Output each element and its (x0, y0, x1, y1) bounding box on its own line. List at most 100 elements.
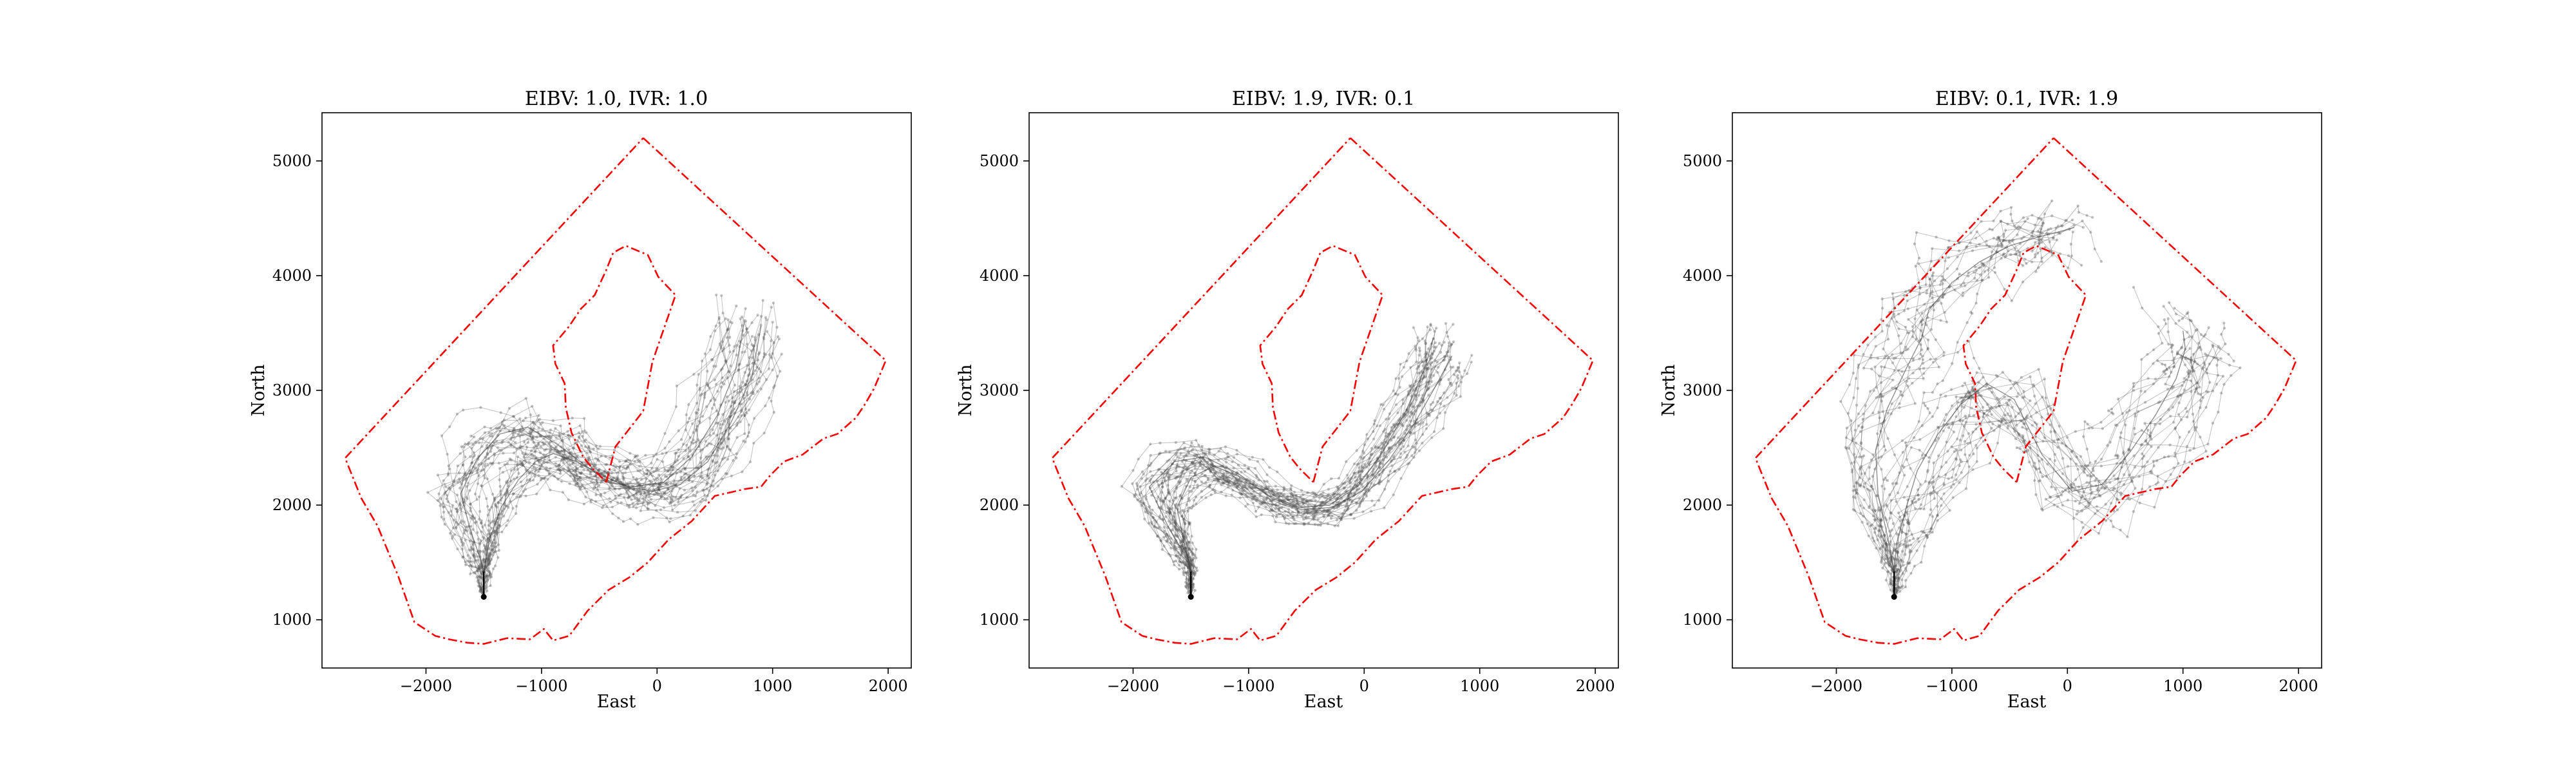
trajectory-waypoint (748, 373, 751, 376)
trajectory-waypoint (541, 441, 544, 444)
trajectory-waypoint (659, 496, 663, 499)
trajectory-waypoint (674, 460, 677, 464)
trajectory-waypoint (2140, 428, 2143, 432)
trajectory-waypoint (1374, 444, 1377, 448)
trajectory-waypoint (1856, 386, 1859, 390)
trajectory-waypoint (1927, 460, 1931, 463)
trajectory-waypoint (600, 479, 603, 482)
trajectory-waypoint (703, 352, 707, 356)
trajectory-waypoint (594, 479, 598, 482)
trajectory-waypoint (1975, 230, 1979, 233)
trajectory-waypoint (2134, 412, 2137, 415)
trajectory-waypoint (1388, 412, 1392, 415)
trajectory-waypoint (2169, 414, 2172, 418)
trajectory-waypoint (739, 420, 742, 424)
trajectory-waypoint (1975, 371, 1978, 374)
trajectory-waypoint (2013, 430, 2016, 433)
trajectory-waypoint (719, 368, 723, 372)
x-tick-label: 0 (652, 677, 662, 695)
trajectory-waypoint (636, 497, 639, 500)
trajectory-waypoint (1185, 503, 1188, 506)
trajectory-waypoint (548, 450, 552, 453)
trajectory-waypoint (1174, 441, 1178, 444)
trajectory-waypoint (2095, 477, 2098, 481)
trajectory-waypoint (1931, 515, 1935, 519)
trajectory-waypoint (2116, 454, 2120, 458)
trajectory-waypoint (517, 472, 520, 475)
trajectory-waypoint (466, 530, 469, 533)
trajectory-waypoint (714, 365, 717, 368)
trajectory-waypoint (462, 476, 465, 479)
trajectory-waypoint (1944, 473, 1947, 477)
trajectory-waypoint (1991, 390, 1994, 394)
trajectory-waypoint (672, 466, 675, 469)
trajectory-waypoint (532, 472, 535, 475)
trajectory-waypoint (2016, 233, 2019, 236)
trajectory-waypoint (1438, 341, 1441, 345)
trajectory-waypoint (1413, 446, 1416, 449)
trajectory-waypoint (516, 455, 519, 459)
trajectory-waypoint (486, 505, 489, 508)
trajectory-waypoint (497, 461, 500, 465)
trajectory-waypoint (520, 462, 524, 466)
trajectory-waypoint (741, 470, 744, 473)
trajectory-waypoint (2040, 508, 2043, 511)
trajectory-waypoint (1893, 557, 1896, 560)
trajectory-waypoint (600, 454, 603, 458)
trajectory-waypoint (727, 399, 730, 403)
trajectory-waypoint (1902, 564, 1905, 567)
trajectory-waypoint (1891, 551, 1894, 555)
trajectory-waypoint (1859, 466, 1862, 470)
trajectory-waypoint (2197, 346, 2201, 349)
trajectory-waypoint (1967, 271, 1970, 274)
trajectory-waypoint (603, 469, 607, 473)
trajectory-waypoint (2112, 525, 2115, 528)
trajectory-waypoint (638, 464, 641, 468)
trajectory-waypoint (1992, 236, 1996, 240)
trajectory-waypoint (1993, 266, 1996, 269)
trajectory-waypoint (1195, 502, 1198, 506)
trajectory-waypoint (672, 479, 676, 482)
trajectory-waypoint (2058, 425, 2061, 428)
trajectory-waypoint (1969, 397, 1973, 401)
trajectory-waypoint (2007, 399, 2011, 402)
trajectory-waypoint (764, 353, 767, 356)
trajectory-waypoint (696, 490, 699, 493)
trajectory-waypoint (2029, 375, 2032, 378)
trajectory-waypoint (2086, 423, 2089, 426)
trajectory-waypoint (556, 464, 560, 467)
trajectory-waypoint (1877, 506, 1880, 510)
trajectory-waypoint (674, 452, 677, 455)
trajectory-waypoint (2047, 405, 2050, 408)
trajectory-waypoint (674, 405, 678, 408)
trajectory-waypoint (2150, 437, 2153, 441)
trajectory-waypoint (1937, 475, 1940, 478)
trajectory-waypoint (489, 450, 493, 453)
trajectory-waypoint (497, 501, 500, 504)
trajectory-waypoint (484, 581, 488, 584)
trajectory-waypoint (1180, 460, 1184, 463)
trajectory-waypoint (475, 469, 478, 473)
trajectory-waypoint (1953, 450, 1956, 453)
trajectory-waypoint (636, 502, 639, 506)
trajectory-waypoint (1903, 473, 1906, 477)
trajectory-waypoint (1905, 458, 1909, 461)
trajectory-waypoint (2170, 350, 2174, 354)
trajectory-waypoint (1208, 448, 1211, 451)
trajectory-waypoint (489, 573, 493, 576)
trajectory-waypoint (480, 462, 483, 465)
trajectory-waypoint (750, 343, 753, 347)
trajectory-waypoint (1248, 458, 1251, 461)
trajectory-waypoint (1458, 361, 1461, 365)
trajectory-waypoint (1267, 490, 1271, 493)
trajectory-waypoint (577, 484, 580, 488)
trajectory-waypoint (603, 470, 606, 473)
trajectory-waypoint (1159, 539, 1162, 542)
trajectory-waypoint (1947, 477, 1950, 481)
trajectory-waypoint (1931, 274, 1934, 278)
trajectory-waypoint (514, 441, 517, 444)
trajectory-waypoint (1305, 500, 1309, 503)
trajectory-waypoint (1346, 507, 1350, 511)
trajectory-waypoint (594, 474, 598, 477)
